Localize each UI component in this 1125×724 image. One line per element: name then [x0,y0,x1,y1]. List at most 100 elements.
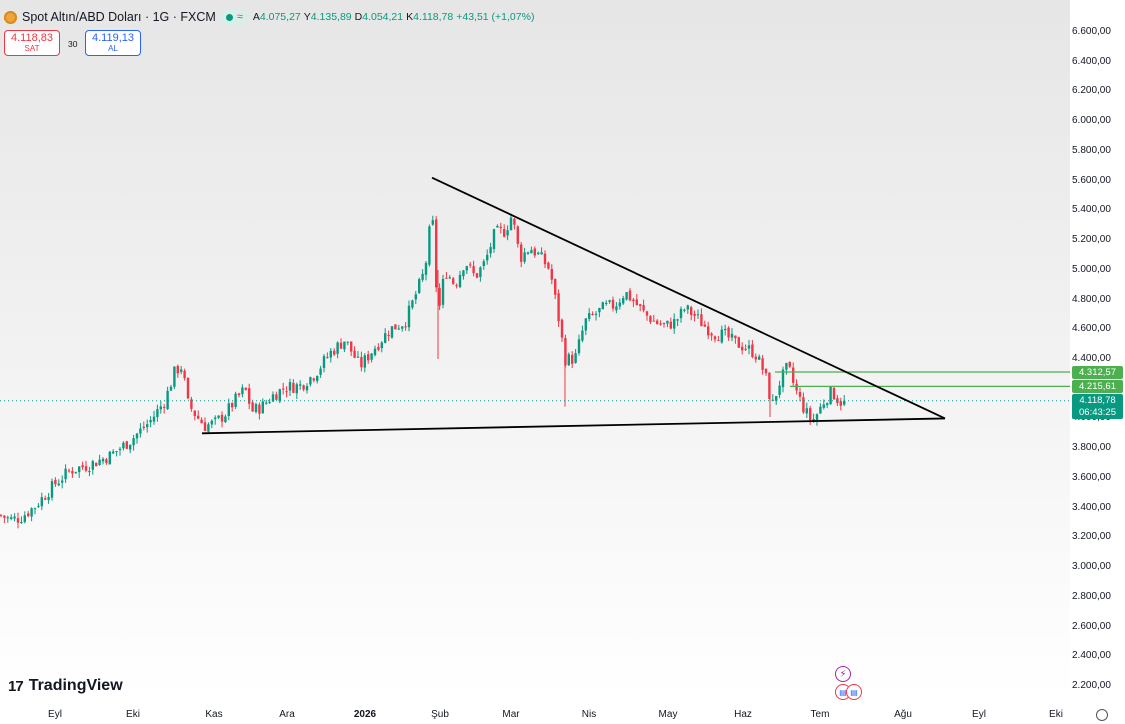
bar-countdown: 06:43:25 [1079,407,1116,418]
candle-body [156,409,159,418]
candle-body [295,384,298,394]
candle-body [384,333,387,343]
y-tick-label: 3.000,00 [1072,561,1111,573]
wave-icon: ≈ [236,11,243,23]
candle-body [356,356,360,358]
candle-body [285,391,288,393]
candle-body [197,415,200,419]
trendline-upper[interactable] [431,176,946,420]
candle-body [122,442,125,449]
candle-body [302,385,305,390]
candle-body [788,362,791,367]
candle-body [360,357,363,368]
chart-area[interactable] [0,0,1070,700]
candle-body [411,300,414,308]
candle-body [370,353,373,360]
candle-body [472,266,475,274]
candle-body [486,254,489,261]
tradingview-logo-icon: 17 [8,677,24,695]
candle-body [132,438,135,446]
candle-body [509,217,513,231]
y-tick-label: 5.600,00 [1072,174,1111,186]
last-price-tag: 4.118,78 06:43:25 [1072,394,1123,419]
candle-body [20,522,23,524]
candle-body [431,220,434,225]
candle-body [146,424,149,428]
candle-body [268,402,271,404]
x-tick-label: Eki [126,709,140,720]
candle-body [363,355,366,368]
candle-body [659,323,662,325]
sell-button[interactable]: 4.118,83 SAT [4,30,60,56]
candle-body [594,313,598,315]
candle-body [377,346,380,350]
candle-body [316,375,319,382]
candle-body [707,326,710,336]
candle-body [574,353,577,363]
market-status-badge[interactable]: ≈ [221,9,247,25]
candle-body [98,459,101,465]
candle-body [343,341,346,350]
candle-body [404,326,407,328]
candle-body [496,225,499,228]
lightning-event-icon[interactable]: ⚡ [835,666,851,682]
candle-body [543,253,547,265]
candlestick-chart[interactable] [0,0,1070,700]
open-label: A [252,11,260,23]
candle-body [785,362,788,370]
price-axis[interactable] [1070,0,1125,700]
candle-body [333,350,336,355]
candle-body [108,451,111,465]
candle-body [499,226,502,228]
candle-body [588,313,591,319]
candle-body [149,419,152,423]
candle-body [61,480,64,483]
candle-body [455,285,458,287]
us-flag-event-icon-2[interactable]: ▤ [846,684,862,700]
candle-body [30,508,33,517]
candle-body [397,328,400,330]
time-axis[interactable] [0,700,1125,724]
buy-button[interactable]: 4.119,13 AL [85,30,141,56]
candle-body [139,428,142,434]
candle-body [775,396,778,401]
candle-body [673,319,676,329]
candle-body [591,313,594,315]
y-tick-label: 2.400,00 [1072,650,1111,662]
trendline-lower[interactable] [201,417,946,435]
candle-body [829,386,832,405]
candle-body [214,417,217,420]
tradingview-logo[interactable]: 17 TradingView [8,677,123,695]
y-tick-label: 4.800,00 [1072,293,1111,305]
candle-body [37,505,40,507]
close-value: 4.118,78 [413,11,454,23]
symbol-title[interactable]: Spot Altın/ABD Doları · 1G · FXCM [22,10,216,24]
candle-body [744,348,747,350]
y-tick-label: 3.400,00 [1072,501,1111,513]
candle-body [424,262,428,275]
candle-body [190,399,193,409]
level-tag-lower: 4.215,61 [1072,380,1123,393]
candle-body [601,302,604,310]
candle-body [312,378,315,381]
candle-body [115,451,118,453]
candle-body [390,326,394,338]
candle-body [547,262,550,269]
candle-body [696,314,700,316]
candle-body [251,402,254,412]
candle-body [282,388,285,390]
candle-body [350,341,353,352]
candle-body [628,290,632,301]
candle-body [57,483,60,486]
candle-body [166,390,169,410]
settings-gear-icon[interactable] [1096,709,1108,721]
candle-body [13,516,16,519]
candle-body [27,513,30,516]
candle-body [649,316,652,323]
candle-body [458,274,462,288]
candle-body [336,342,339,354]
candle-body [795,383,798,391]
x-tick-label: Tem [810,709,830,720]
candle-body [346,341,349,343]
candle-body [526,252,530,254]
